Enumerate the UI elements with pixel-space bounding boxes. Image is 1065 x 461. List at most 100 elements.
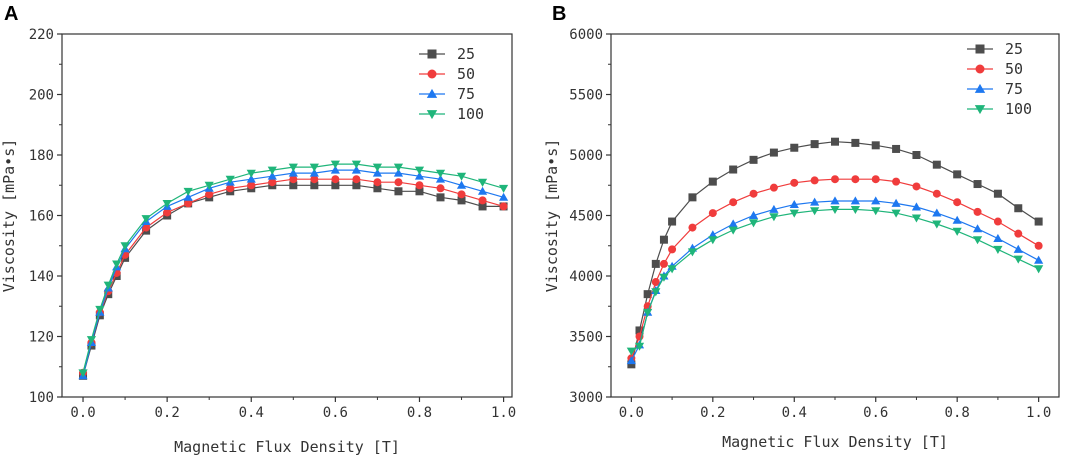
series-75	[626, 196, 1044, 365]
data-point	[668, 217, 677, 226]
data-point	[790, 143, 799, 152]
y-tick-label: 120	[29, 330, 54, 346]
x-tick-label: 0.6	[323, 405, 348, 421]
data-point	[498, 192, 509, 201]
y-tick-label: 220	[29, 27, 54, 43]
data-point	[659, 235, 668, 244]
legend-marker	[426, 88, 438, 98]
data-point	[953, 170, 962, 179]
data-point	[393, 163, 404, 172]
y-tick-label: 140	[29, 269, 54, 285]
data-point	[331, 175, 340, 184]
data-point	[789, 200, 799, 209]
y-tick-label: 4500	[569, 209, 603, 225]
data-point	[309, 168, 319, 177]
data-point	[851, 138, 860, 147]
data-point	[393, 168, 404, 177]
data-point	[891, 198, 901, 207]
data-point	[932, 160, 941, 169]
data-point	[728, 226, 738, 235]
data-point	[769, 183, 778, 192]
data-point	[394, 187, 403, 196]
data-point	[478, 202, 487, 211]
data-point	[435, 174, 446, 183]
x-tick-label: 0.6	[863, 405, 888, 421]
data-point	[810, 197, 820, 206]
data-point	[184, 199, 193, 208]
data-point	[892, 177, 901, 186]
data-point	[850, 196, 860, 205]
data-point	[373, 184, 382, 193]
legend-label: 75	[457, 85, 475, 103]
data-point	[749, 189, 758, 198]
series-line	[82, 169, 504, 376]
data-point	[225, 175, 235, 184]
legend-marker	[426, 110, 438, 120]
data-point	[729, 165, 738, 174]
data-point	[911, 214, 922, 223]
x-tick-label: 0.2	[154, 405, 179, 421]
data-point	[667, 265, 677, 274]
data-point	[205, 190, 214, 199]
legend-item-100: 100	[967, 100, 1032, 118]
y-tick-label: 160	[29, 209, 54, 225]
legend-item-25: 25	[419, 45, 475, 63]
data-point	[634, 342, 645, 351]
data-point	[851, 175, 860, 184]
data-point	[330, 160, 340, 169]
data-point	[289, 175, 298, 184]
data-point	[932, 208, 942, 217]
data-point	[810, 140, 819, 149]
legend-label: 100	[1005, 100, 1032, 118]
data-point	[790, 178, 799, 187]
data-point	[850, 206, 860, 215]
data-point	[1034, 255, 1044, 264]
data-point	[972, 236, 983, 245]
data-point	[142, 223, 151, 232]
data-point	[769, 213, 779, 222]
data-point	[477, 178, 488, 187]
data-point	[993, 217, 1002, 226]
data-point	[78, 369, 88, 378]
data-point	[267, 166, 277, 175]
x-axis-title: Magnetic Flux Density [T]	[722, 433, 948, 451]
data-point	[226, 184, 235, 193]
data-point	[688, 193, 697, 202]
legend-marker	[427, 49, 437, 59]
data-point	[1013, 244, 1023, 253]
data-point	[499, 202, 508, 211]
chart-panel-a: A 0.0 0.2 0.4 0.6 0.8 1.0 100 120 140 160 180 200 220…	[0, 3, 516, 456]
y-axis-title: Viscosity [mPa•s]	[543, 139, 561, 293]
data-point	[183, 187, 193, 196]
y-tick-label: 3500	[569, 330, 603, 346]
x-tick-label: 0.4	[239, 405, 264, 421]
data-point	[973, 180, 982, 189]
data-point	[414, 171, 425, 180]
data-point	[268, 178, 277, 187]
data-point	[891, 209, 901, 218]
data-point	[748, 219, 759, 228]
data-point	[912, 151, 921, 159]
data-point	[871, 196, 881, 205]
data-point	[749, 155, 758, 164]
data-point	[651, 259, 660, 268]
legend-marker	[975, 44, 985, 54]
data-point	[643, 290, 652, 299]
data-point	[457, 196, 466, 205]
series-50	[79, 175, 508, 377]
data-point	[352, 181, 361, 190]
series-25	[79, 181, 508, 380]
panel-letter: B	[552, 3, 566, 25]
data-point	[372, 168, 383, 177]
data-point	[708, 236, 718, 245]
data-point	[626, 356, 636, 365]
x-axis-title: Magnetic Flux Density [T]	[174, 438, 400, 456]
data-point	[635, 326, 644, 335]
y-tick-label: 6000	[569, 27, 603, 43]
data-point	[1014, 204, 1023, 213]
data-point	[1034, 217, 1043, 226]
data-point	[1013, 255, 1023, 264]
plot-frame	[61, 33, 513, 398]
data-point	[953, 198, 962, 207]
data-point	[668, 245, 677, 254]
